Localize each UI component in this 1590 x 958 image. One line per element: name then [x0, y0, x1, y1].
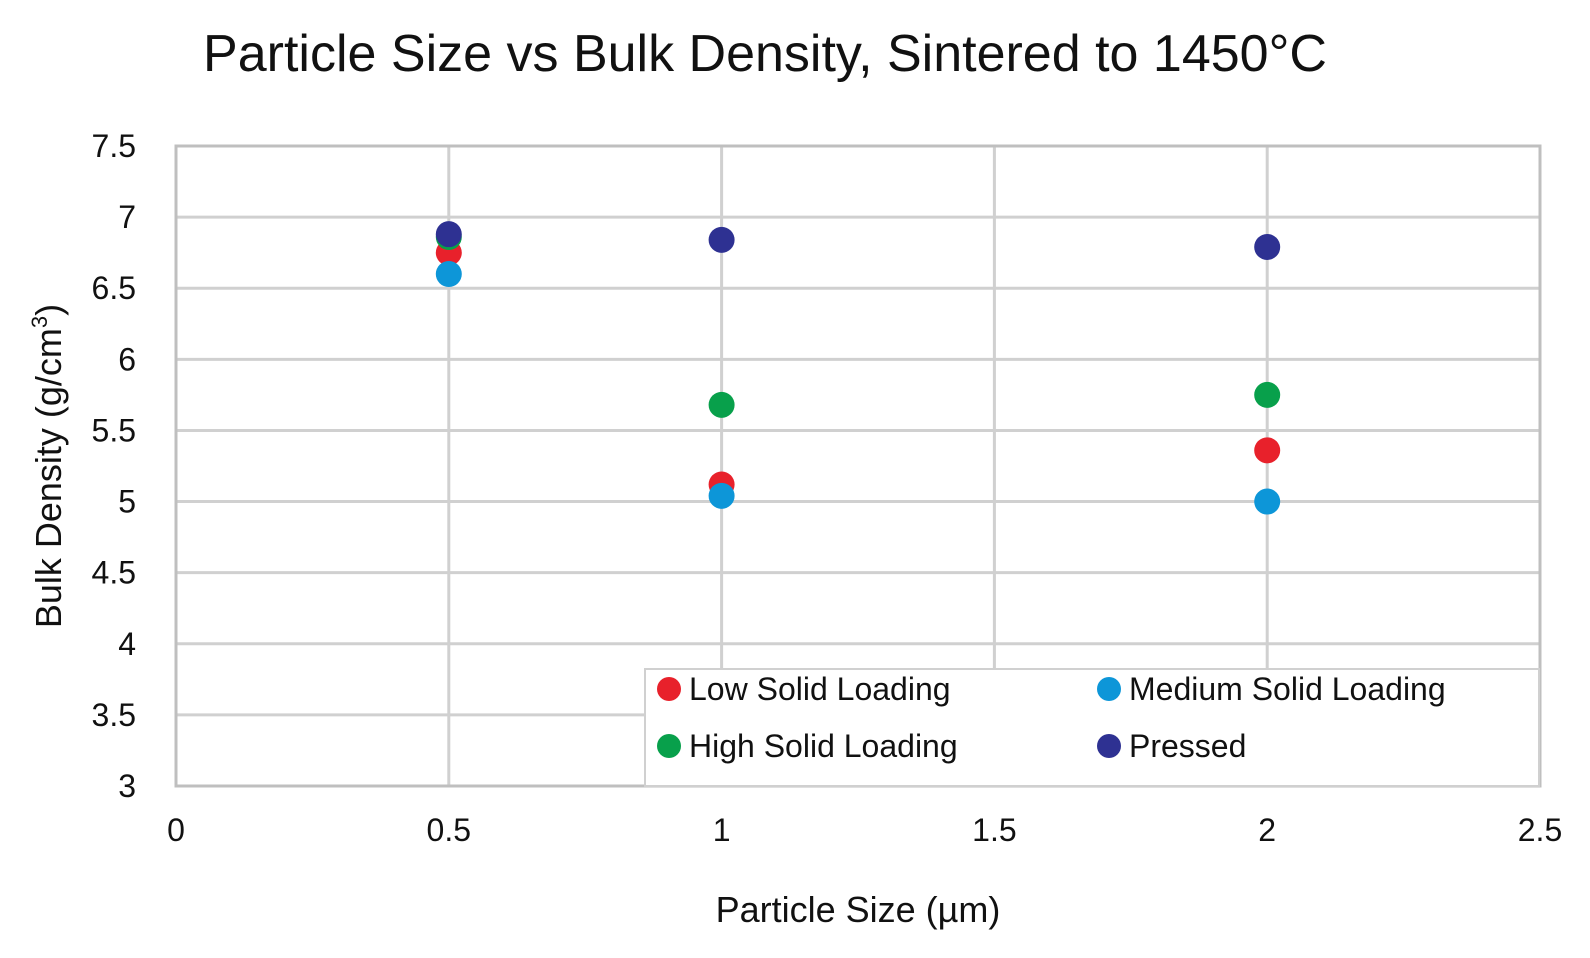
- x-tick-label: 2: [1258, 812, 1276, 848]
- y-tick-label: 5.5: [92, 412, 136, 448]
- y-tick-label: 6.5: [92, 270, 136, 306]
- y-axis-label-superscript: 3: [27, 316, 52, 328]
- data-point-high-solid-loading: [708, 391, 735, 418]
- y-tick-label: 4: [118, 626, 136, 662]
- data-point-high-solid-loading: [1254, 381, 1281, 408]
- data-points: [435, 221, 1281, 515]
- y-tick-label: 4.5: [92, 555, 136, 591]
- chart-title: Particle Size vs Bulk Density, Sintered …: [203, 25, 1327, 83]
- legend-label-low-solid-loading: Low Solid Loading: [689, 671, 951, 707]
- legend: Low Solid Loading Medium Solid Loading Hig…: [644, 668, 1540, 787]
- legend-marker-pressed: [1097, 734, 1121, 758]
- x-tick-label: 2.5: [1518, 812, 1562, 848]
- y-tick-label: 3.5: [92, 697, 136, 733]
- legend-label-medium-solid-loading: Medium Solid Loading: [1129, 671, 1446, 707]
- legend-items: Low Solid Loading Medium Solid Loading Hig…: [657, 671, 1446, 764]
- data-point-pressed: [435, 221, 462, 248]
- y-axis-label-close: ): [28, 304, 69, 316]
- y-tick-label: 3: [118, 768, 136, 804]
- legend-label-pressed: Pressed: [1129, 728, 1246, 764]
- x-tick-label: 0.5: [427, 812, 471, 848]
- data-point-medium-solid-loading: [708, 482, 735, 509]
- x-tick-label: 1: [713, 812, 731, 848]
- y-tick-label: 7: [118, 199, 136, 235]
- x-tick-label: 1.5: [972, 812, 1016, 848]
- legend-marker-low-solid-loading: [657, 677, 681, 701]
- y-tick-label: 5: [118, 484, 136, 520]
- data-point-medium-solid-loading: [435, 261, 462, 287]
- legend-marker-high-solid-loading: [657, 734, 681, 758]
- y-tick-label: 6: [118, 341, 136, 377]
- data-point-medium-solid-loading: [1254, 488, 1281, 515]
- x-tick-label: 0: [167, 812, 185, 848]
- data-point-pressed: [1254, 233, 1281, 260]
- data-point-pressed: [708, 226, 735, 253]
- y-tick-label: 7.5: [92, 128, 136, 164]
- legend-marker-medium-solid-loading: [1097, 677, 1121, 701]
- x-axis-ticks: 0 0.5 1 1.5 2 2.5: [167, 812, 1562, 848]
- legend-label-high-solid-loading: High Solid Loading: [689, 728, 958, 764]
- legend-box: [644, 668, 1540, 787]
- data-point-low-solid-loading: [1254, 437, 1281, 464]
- y-axis-ticks: 3 3.5 4 4.5 5 5.5 6 6.5 7 7.5: [92, 128, 136, 804]
- y-axis-label-main: Bulk Density (g/cm: [28, 328, 69, 628]
- x-axis-label: Particle Size (µm): [716, 889, 1001, 930]
- y-axis-label: Bulk Density (g/cm3): [27, 304, 69, 628]
